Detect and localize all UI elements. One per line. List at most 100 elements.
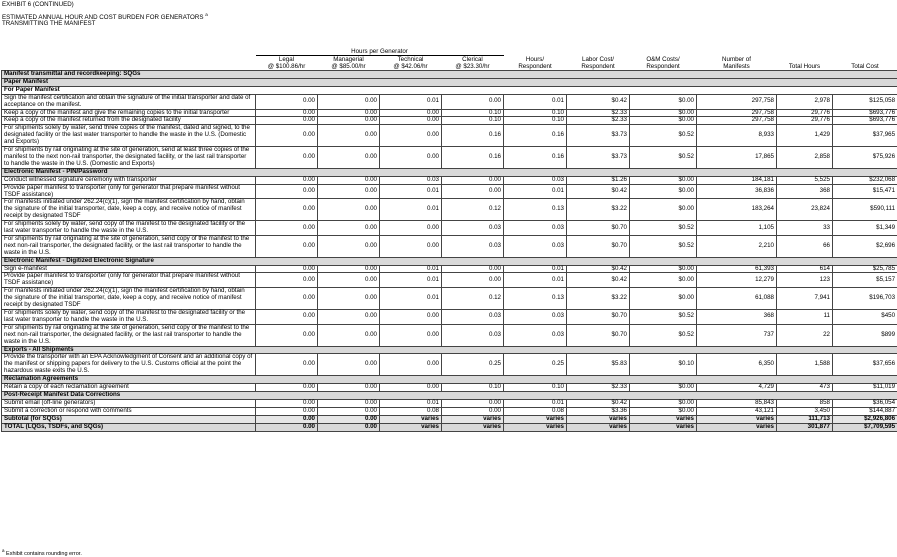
cell: 0.00 — [255, 124, 318, 148]
column-header-line: Number of — [722, 56, 751, 63]
cell: 8,933 — [696, 124, 777, 148]
cell: $2,696 — [831, 234, 897, 258]
cell: 0.13 — [503, 198, 567, 222]
cell: varies — [379, 414, 442, 424]
cell: $37,965 — [831, 124, 897, 148]
cell: 0.00 — [255, 146, 318, 169]
description: For shipments solely by water, send thre… — [1, 124, 256, 148]
cell: $0.00 — [629, 116, 697, 126]
column-header-line: Total Cost — [851, 63, 879, 70]
cell: 0.16 — [503, 146, 567, 169]
cell: 0.00 — [255, 264, 318, 274]
cell: 0.00 — [255, 323, 318, 347]
data-row: For manifests initiated under 262.24(c)(… — [1, 287, 897, 310]
cell: $3.36 — [566, 406, 630, 416]
cell: 2,978 — [776, 93, 833, 110]
cell: $5,157 — [831, 272, 897, 289]
cell: 0.00 — [255, 198, 318, 222]
cell: 0.00 — [317, 198, 380, 222]
cell: 0.25 — [441, 353, 504, 377]
cell: 0.03 — [441, 309, 504, 325]
cell: 0.00 — [441, 264, 504, 274]
cell: 0.01 — [503, 183, 567, 200]
cell: 0.00 — [317, 146, 380, 169]
cell: $5.83 — [566, 353, 630, 377]
title-note: a — [205, 12, 208, 17]
cell: 0.01 — [503, 272, 567, 289]
data-row: Provide paper manifest to transporter (o… — [1, 272, 897, 289]
cell: 12,279 — [696, 272, 777, 289]
cell: 0.00 — [317, 234, 380, 258]
column-header-line: @ $85.00/hr — [331, 63, 366, 70]
section-title: Manifest transmittal and recordkeeping: … — [0, 70, 897, 79]
section-title: Paper Manifest — [0, 77, 897, 87]
cell: 737 — [696, 323, 777, 347]
column-header: Managerial @ $85.00/hr — [318, 56, 380, 71]
cell: $2.33 — [566, 116, 630, 126]
cell: $590,111 — [831, 198, 897, 222]
cell: $196,703 — [831, 287, 897, 310]
cell: 0.00 — [379, 220, 442, 236]
cell: $0.70 — [566, 234, 630, 258]
cell: 6,350 — [696, 353, 777, 377]
column-header: Technical @ $42.06/hr — [380, 56, 442, 71]
cell: 0.03 — [503, 309, 567, 325]
cell: $75,926 — [831, 146, 897, 169]
data-row: For shipments solely by water, send copy… — [1, 309, 897, 325]
cell: 0.13 — [503, 287, 567, 310]
cell: $232,068 — [831, 175, 897, 185]
column-header: Number of Manifests — [697, 56, 777, 71]
cell: 2,858 — [776, 146, 833, 169]
cell: 22 — [776, 323, 833, 347]
cell: 0.10 — [503, 116, 567, 126]
cell: 66 — [776, 234, 833, 258]
footnote-text: Exhibit contains rounding error. — [6, 550, 82, 557]
cell: varies — [503, 422, 567, 432]
cell: 0.00 — [317, 287, 380, 310]
column-header: Labor Cost/Respondent — [567, 56, 630, 71]
cell: 0.00 — [441, 183, 504, 200]
cell: varies — [696, 414, 777, 424]
cell: 0.00 — [317, 383, 380, 392]
cell: 368 — [776, 183, 833, 200]
cell: 0.10 — [503, 383, 567, 392]
cell: $0.42 — [566, 264, 630, 274]
data-row: Retain a copy of each reclamation agreem… — [1, 383, 897, 392]
column-header-line: Respondent — [646, 63, 680, 70]
column-header: Clerical @ $23.30/hr — [442, 56, 504, 71]
cell: $0.00 — [629, 272, 697, 289]
cell: $450 — [831, 309, 897, 325]
cell: 614 — [776, 264, 833, 274]
cell: 61,393 — [696, 264, 777, 274]
cell: 3,450 — [776, 406, 833, 416]
cell: 0.00 — [379, 234, 442, 258]
cell: varies — [566, 414, 630, 424]
data-row: TOTAL (LQGs, TSDFs, and SQGs) 0.00 0.00 var… — [1, 422, 897, 432]
description: Sign the manifest certification and obta… — [1, 93, 256, 110]
cell: 0.03 — [503, 220, 567, 236]
cell: varies — [379, 422, 442, 432]
cell: 11 — [776, 309, 833, 325]
exhibit-label: EXHIBIT 6 (CONTINUED) — [2, 1, 74, 8]
column-header: O&M Costs/Respondent — [630, 56, 697, 71]
description: For manifests initiated under 262.24(c)(… — [1, 287, 256, 310]
column-header-line: Legal — [278, 56, 295, 63]
cell: $2,926,806 — [831, 414, 897, 424]
group-header: Hours per Generator — [255, 48, 504, 56]
data-row: For shipments by rail originating at the… — [1, 234, 897, 258]
section-row: Manifest transmittal and recordkeeping: … — [0, 70, 897, 79]
column-header-line: @ $100.86/hr — [267, 63, 306, 70]
description: For shipments by rail originating at the… — [1, 234, 256, 258]
cell: varies — [696, 422, 777, 432]
cell: 0.00 — [379, 323, 442, 347]
cell: $0.52 — [629, 309, 697, 325]
cell: 0.00 — [255, 234, 318, 258]
description: For shipments by rail originating at the… — [1, 146, 256, 169]
cell: 0.00 — [441, 93, 504, 110]
cell: $2.33 — [566, 383, 630, 392]
cell: 0.00 — [441, 272, 504, 289]
data-row: For shipments by rail originating at the… — [1, 323, 897, 347]
cell: 43,121 — [696, 406, 777, 416]
cell: 0.03 — [503, 175, 567, 185]
cell: 297,758 — [696, 116, 777, 126]
